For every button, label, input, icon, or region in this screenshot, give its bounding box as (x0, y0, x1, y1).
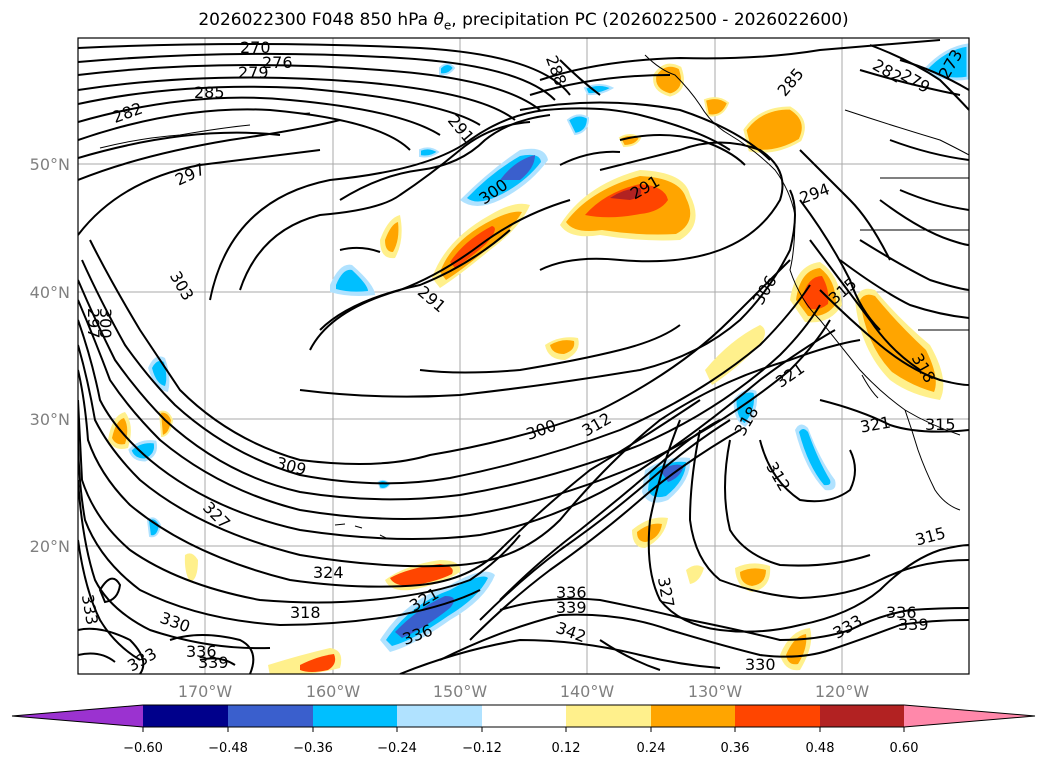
theta-e-contours (78, 39, 969, 674)
colorbar-tick-label: 0.60 (890, 741, 919, 756)
contour-label: 279 (238, 63, 269, 82)
colorbar: −0.60 −0.48 −0.36 −0.24 −0.12 0.12 0.24 … (11, 704, 1036, 756)
lon-label: 160°W (306, 682, 361, 701)
colorbar-tick-label: 0.48 (806, 741, 835, 756)
contour-label: 339 (198, 653, 229, 672)
lon-label: 130°W (688, 682, 743, 701)
colorbar-tick-label: −0.48 (208, 741, 248, 756)
colorbar-segment (143, 705, 228, 727)
latitude-labels: 50°N 40°N 30°N 20°N (30, 155, 70, 556)
contour-label: 300 (96, 308, 115, 339)
contour-label: 315 (925, 415, 956, 434)
contour-label: 270 (240, 38, 271, 57)
colorbar-tick-label: 0.36 (721, 741, 750, 756)
colorbar-segment (228, 705, 313, 727)
contour-label: 339 (898, 615, 929, 634)
lon-label: 140°W (560, 682, 615, 701)
colorbar-tick-label: −0.24 (377, 741, 417, 756)
contour-label: 336 (186, 642, 217, 661)
figure-title: 2026022300 F048 850 hPa θe, precipitatio… (198, 10, 849, 33)
lon-label: 170°W (178, 682, 233, 701)
contour-label: 339 (556, 598, 587, 617)
lat-label: 50°N (30, 155, 70, 174)
colorbar-extend-low (12, 705, 143, 727)
lat-label: 40°N (30, 283, 70, 302)
colorbar-segment (735, 705, 820, 727)
colorbar-segment (566, 705, 651, 727)
colorbar-segment (482, 705, 566, 727)
colorbar-tick-label: −0.60 (123, 741, 163, 756)
contour-label: 297 (84, 308, 103, 339)
contour-label: 324 (313, 563, 344, 582)
colorbar-tick-label: −0.36 (293, 741, 333, 756)
map-frame (77, 37, 970, 675)
longitude-labels: 170°W 160°W 150°W 140°W 130°W 120°W (178, 682, 870, 701)
colorbar-extend-high (904, 705, 1035, 727)
colorbar-tick-label: 0.24 (637, 741, 666, 756)
contour-label: 276 (262, 53, 293, 72)
colorbar-segment (397, 705, 482, 727)
contour-label: 336 (886, 603, 917, 622)
lat-label: 30°N (30, 410, 70, 429)
lat-label: 20°N (30, 537, 70, 556)
lon-label: 150°W (433, 682, 488, 701)
colorbar-tick-label: −0.12 (462, 741, 502, 756)
contour-label: 330 (745, 655, 776, 674)
lon-label: 120°W (815, 682, 870, 701)
contour-label: 333 (78, 593, 102, 626)
map-area: 270 276 279 282 285 288 285 282 279 273 … (78, 38, 969, 674)
contour-label: 336 (556, 583, 587, 602)
colorbar-segment (820, 705, 904, 727)
contour-label: 285 (194, 83, 225, 102)
contour-label: 318 (290, 603, 321, 622)
colorbar-segment (313, 705, 397, 727)
colorbar-tick-label: 0.12 (552, 741, 581, 756)
colorbar-segment (651, 705, 735, 727)
